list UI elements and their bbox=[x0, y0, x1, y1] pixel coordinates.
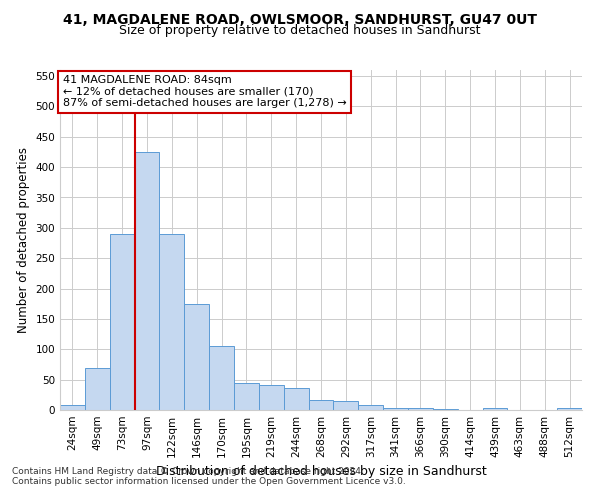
Bar bbox=[160, 234, 184, 410]
Bar bbox=[259, 384, 284, 410]
Bar bbox=[85, 368, 110, 410]
Bar bbox=[110, 234, 134, 410]
X-axis label: Distribution of detached houses by size in Sandhurst: Distribution of detached houses by size … bbox=[155, 466, 487, 478]
Text: Contains HM Land Registry data © Crown copyright and database right 2024.: Contains HM Land Registry data © Crown c… bbox=[12, 467, 364, 476]
Bar bbox=[134, 152, 160, 410]
Bar bbox=[209, 346, 234, 410]
Bar bbox=[60, 405, 85, 410]
Bar bbox=[408, 408, 433, 410]
Bar bbox=[234, 382, 259, 410]
Bar bbox=[383, 408, 408, 410]
Text: 41, MAGDALENE ROAD, OWLSMOOR, SANDHURST, GU47 0UT: 41, MAGDALENE ROAD, OWLSMOOR, SANDHURST,… bbox=[63, 12, 537, 26]
Bar bbox=[184, 304, 209, 410]
Bar bbox=[334, 401, 358, 410]
Bar bbox=[358, 405, 383, 410]
Bar bbox=[557, 408, 582, 410]
Bar bbox=[308, 400, 334, 410]
Text: Contains public sector information licensed under the Open Government Licence v3: Contains public sector information licen… bbox=[12, 477, 406, 486]
Text: 41 MAGDALENE ROAD: 84sqm
← 12% of detached houses are smaller (170)
87% of semi-: 41 MAGDALENE ROAD: 84sqm ← 12% of detach… bbox=[62, 75, 346, 108]
Text: Size of property relative to detached houses in Sandhurst: Size of property relative to detached ho… bbox=[119, 24, 481, 37]
Y-axis label: Number of detached properties: Number of detached properties bbox=[17, 147, 30, 333]
Bar bbox=[482, 408, 508, 410]
Bar bbox=[284, 388, 308, 410]
